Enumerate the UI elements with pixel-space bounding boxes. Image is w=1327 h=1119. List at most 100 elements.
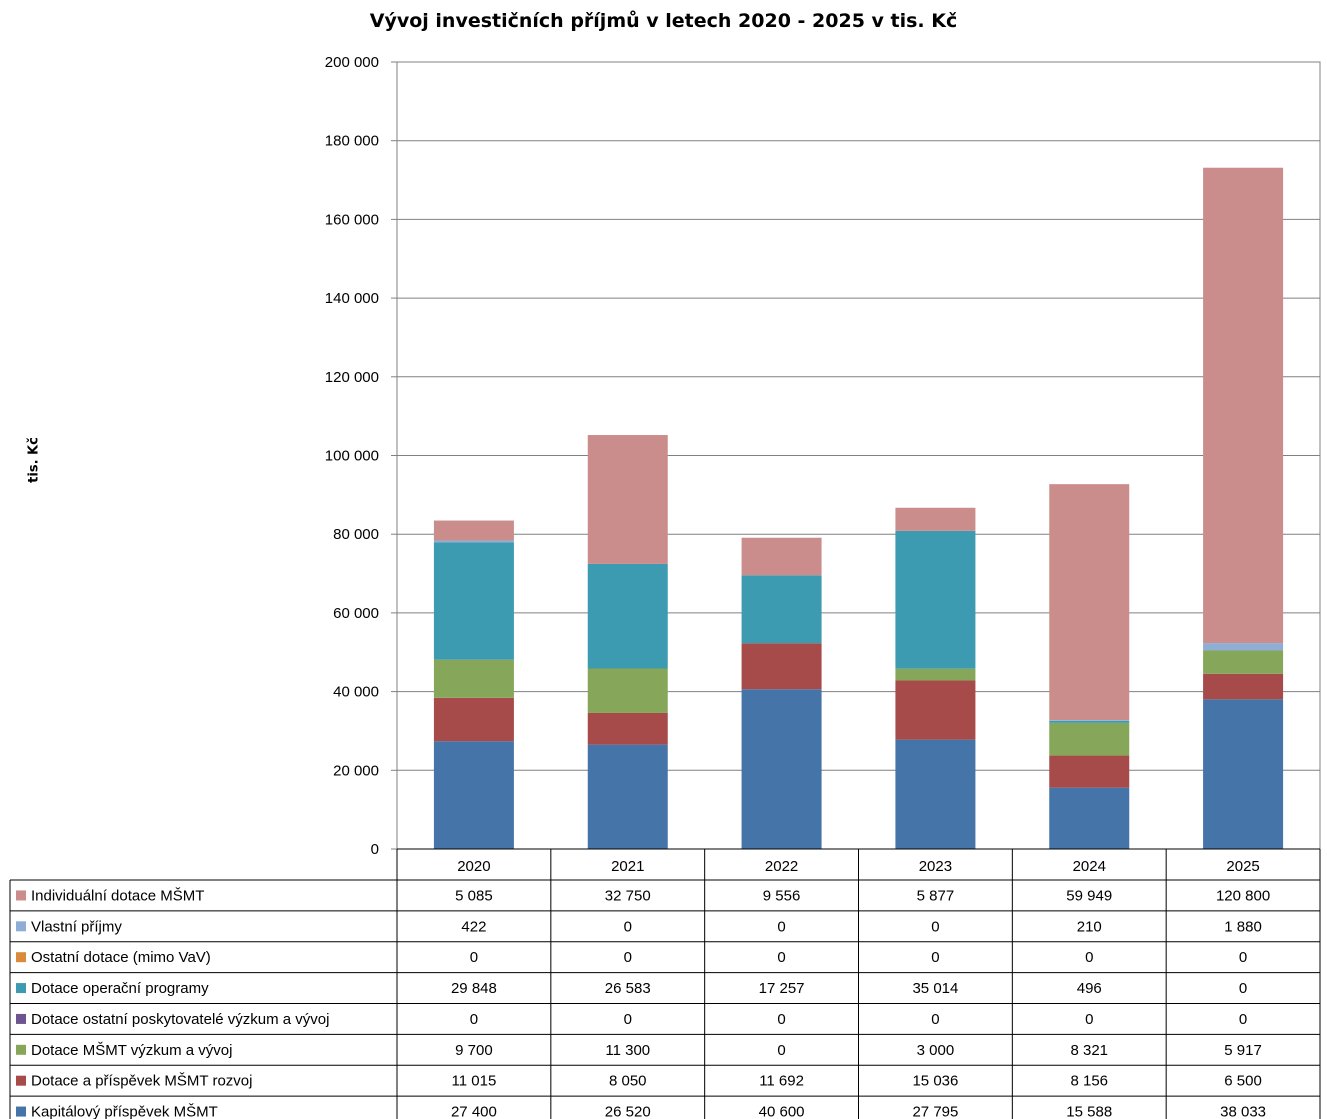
data-label: 0	[777, 1011, 785, 1028]
bar-segment	[1203, 643, 1284, 651]
legend-swatch	[16, 1075, 26, 1086]
bar-segment	[741, 643, 822, 690]
data-label: 17 257	[759, 980, 805, 997]
bar-segment	[741, 575, 822, 644]
bar-segment	[741, 537, 822, 576]
data-label: 0	[1085, 1011, 1093, 1028]
x-tick-label: 2025	[1226, 858, 1259, 875]
bar-segment	[1049, 720, 1130, 723]
data-label: 59 949	[1066, 887, 1112, 904]
bar-segment	[1049, 720, 1130, 721]
data-label: 0	[1085, 949, 1093, 966]
legend-swatch	[16, 921, 26, 932]
bar-segment	[1203, 167, 1284, 644]
x-tick-label: 2021	[611, 858, 644, 875]
data-table: 2020 2021 2022 2023 2024 2025 Individuální dot…	[9, 848, 1321, 1119]
data-label: 32 750	[605, 887, 651, 904]
y-tick-label: 100 000	[325, 448, 379, 465]
data-label: 5 085	[455, 887, 493, 904]
chart-title: Vývoj investičních příjmů v letech 2020 …	[369, 10, 958, 32]
data-label: 0	[1239, 949, 1247, 966]
y-tick-label: 160 000	[325, 211, 379, 228]
data-label: 6 500	[1224, 1073, 1262, 1090]
data-label: 0	[470, 949, 478, 966]
legend-swatch	[16, 1106, 26, 1117]
data-label: 15 036	[912, 1073, 958, 1090]
bar-segment	[587, 712, 668, 745]
data-label: 11 300	[605, 1042, 650, 1059]
legend-label: Individuální dotace MŠMT	[31, 887, 204, 904]
legend-label: Dotace a příspěvek MŠMT rozvoj	[31, 1073, 252, 1090]
y-tick-label: 40 000	[333, 684, 379, 701]
bar-segment	[433, 697, 514, 742]
bar-segment	[1049, 755, 1130, 788]
legend-swatch	[16, 983, 26, 994]
data-label: 11 692	[759, 1073, 804, 1090]
data-label: 0	[931, 949, 939, 966]
bar-segment	[895, 680, 976, 740]
data-label: 3 000	[917, 1042, 955, 1059]
data-label: 0	[470, 1011, 478, 1028]
bars	[433, 167, 1284, 849]
bar-segment	[1203, 673, 1284, 700]
bar-segment	[1049, 722, 1130, 756]
bar-segment	[1203, 699, 1284, 849]
data-label: 0	[777, 1042, 785, 1059]
data-label: 0	[624, 949, 632, 966]
data-label: 26 583	[605, 980, 651, 997]
x-tick-label: 2024	[1073, 858, 1106, 875]
bar-segment	[433, 741, 514, 849]
y-tick-label: 80 000	[333, 526, 379, 543]
data-label: 9 700	[455, 1042, 493, 1059]
y-tick-label: 180 000	[325, 133, 379, 150]
bar-segment	[587, 668, 668, 713]
bar-segment	[587, 744, 668, 849]
bar-segment	[1049, 787, 1130, 849]
data-label: 210	[1077, 918, 1102, 935]
bar-segment	[587, 435, 668, 564]
legend-swatch	[16, 952, 26, 963]
y-axis-ticks: 0 20 000 40 000 60 000 80 000 100 000 120 000 1…	[325, 54, 397, 858]
legend-label: Kapitálový příspěvek MŠMT	[31, 1104, 218, 1119]
x-tick-label: 2023	[919, 858, 952, 875]
data-label: 5 917	[1224, 1042, 1262, 1059]
bar-segment	[587, 563, 668, 669]
data-label: 11 015	[452, 1073, 497, 1090]
legend-swatch	[16, 890, 26, 901]
data-label: 15 588	[1066, 1104, 1112, 1119]
bar-segment	[1049, 484, 1130, 721]
data-label: 9 556	[763, 887, 801, 904]
data-label: 1 880	[1224, 918, 1262, 935]
y-tick-label: 60 000	[333, 605, 379, 622]
data-label: 8 321	[1070, 1042, 1108, 1059]
data-label: 0	[624, 1011, 632, 1028]
bar-segment	[895, 530, 976, 669]
data-label: 35 014	[912, 980, 958, 997]
y-tick-label: 0	[371, 841, 379, 858]
bar-segment	[741, 689, 822, 849]
legend-label: Ostatní dotace (mimo VaV)	[31, 949, 211, 966]
bar-segment	[895, 739, 976, 849]
data-label: 0	[624, 918, 632, 935]
legend-label: Dotace ostatní poskytovatelé výzkum a vý…	[31, 1011, 329, 1028]
data-label: 0	[777, 918, 785, 935]
data-label: 120 800	[1216, 887, 1270, 904]
data-label: 0	[931, 1011, 939, 1028]
bar-segment	[895, 668, 976, 681]
data-label: 29 848	[451, 980, 497, 997]
data-label: 27 795	[912, 1104, 958, 1119]
data-label: 496	[1077, 980, 1102, 997]
data-label: 26 520	[605, 1104, 651, 1119]
data-label: 8 050	[609, 1073, 647, 1090]
data-label: 0	[777, 949, 785, 966]
data-label: 5 877	[917, 887, 955, 904]
bar-segment	[433, 520, 514, 541]
x-tick-label: 2022	[765, 858, 798, 875]
legend-swatch	[16, 1013, 26, 1024]
bar-segment	[433, 540, 514, 543]
y-tick-label: 200 000	[325, 54, 379, 71]
bar-segment	[433, 659, 514, 698]
data-label: 0	[931, 918, 939, 935]
y-tick-label: 20 000	[333, 762, 379, 779]
